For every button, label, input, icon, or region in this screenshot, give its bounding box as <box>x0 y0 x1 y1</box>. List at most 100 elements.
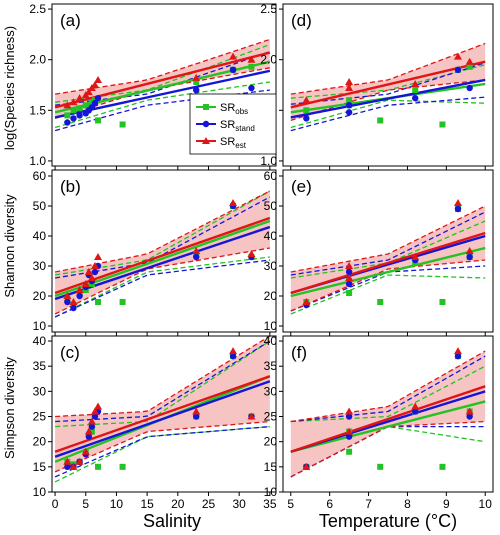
point-stand-a <box>229 66 237 74</box>
x-tick-label-f: 9 <box>443 497 450 511</box>
point-obs-a <box>119 121 126 128</box>
point-est-f <box>411 402 420 410</box>
ci-curve-obs-d <box>290 64 486 99</box>
point-stand-a <box>248 84 255 92</box>
plot-frame-b <box>51 169 277 333</box>
ci-curve-obs-f <box>290 365 486 423</box>
point-obs-a <box>193 78 200 85</box>
point-est-a <box>229 52 238 60</box>
panel-f: 10 15 20 25 30 35 40 5 6 7 8 9 10 (f) <box>264 334 494 511</box>
x-tick-label-f: 8 <box>404 497 411 511</box>
y-tick-label-c: 25 <box>33 410 47 424</box>
legend-item-stand: SRstand <box>196 119 255 133</box>
point-est-f <box>302 462 311 470</box>
point-est-a <box>90 81 99 88</box>
point-est-d <box>345 77 354 85</box>
point-est-c <box>229 347 238 355</box>
point-est-e <box>345 262 354 269</box>
point-stand-f <box>454 352 462 360</box>
y-axis-label-simpson: Simpson diversity <box>2 357 17 459</box>
fit-line-est-c <box>54 375 271 453</box>
ci-curve-est-a <box>54 67 271 120</box>
point-est-a <box>84 88 93 96</box>
point-obs-d <box>377 117 384 124</box>
panel-e: 10 20 30 40 50 60 (e) <box>264 169 494 336</box>
point-stand-c <box>85 433 93 440</box>
y-tick-label-d: 2.0 <box>260 53 277 67</box>
legend-item-obs: SRobs <box>196 102 248 116</box>
y-tick-label-d: 2.5 <box>260 2 277 16</box>
fit-line-obs-f <box>290 400 486 453</box>
point-stand-c <box>88 423 96 430</box>
point-est-f <box>345 427 354 435</box>
point-stand-a <box>91 100 99 107</box>
fit-line-est-d <box>290 60 486 109</box>
confidence-band-d <box>290 43 486 121</box>
ci-curve-stand-e <box>290 211 486 276</box>
plot-frame-f <box>282 335 494 493</box>
ci-curve-est-b <box>54 190 271 273</box>
y-tick-label-e: 60 <box>264 169 278 183</box>
y-tick-label-c: 40 <box>33 334 47 348</box>
y-tick-label-f: 10 <box>264 485 278 499</box>
x-tick-label-c: 10 <box>110 497 124 511</box>
point-est-e <box>411 253 420 260</box>
y-tick-label-b: 40 <box>33 229 47 243</box>
legend-label-est: SRest <box>220 136 247 150</box>
point-obs-c <box>119 463 126 470</box>
y-tick-label-e: 20 <box>264 289 278 303</box>
y-tick-label-a: 2.0 <box>29 53 46 67</box>
point-obs-a <box>64 112 71 119</box>
y-tick-label-e: 10 <box>264 319 278 333</box>
y-axis-label-species-richness: log(Species richness) <box>2 26 17 150</box>
ci-curve-obs-d <box>290 99 486 129</box>
plot-frame-a <box>51 3 277 167</box>
point-est-c <box>81 447 90 455</box>
point-obs-d <box>346 97 353 104</box>
point-est-e <box>465 247 474 254</box>
point-est-f <box>345 407 354 415</box>
point-stand-f <box>466 413 473 420</box>
legend-label-stand: SRstand <box>220 119 255 133</box>
y-tick-label-c: 20 <box>33 435 47 449</box>
panel-label-a: (a) <box>60 11 81 30</box>
y-tick-label-a: 1.5 <box>29 103 46 117</box>
point-obs-f <box>346 448 353 455</box>
point-obs-b <box>95 299 102 305</box>
fit-line-est-b <box>54 216 271 295</box>
ci-curve-est-c <box>54 420 270 473</box>
point-est-b <box>247 250 256 257</box>
point-obs-a <box>248 63 255 70</box>
point-est-a <box>69 98 78 106</box>
point-stand-e <box>466 253 473 261</box>
point-est-b <box>81 280 90 287</box>
legend-item-est: SRest <box>196 136 247 150</box>
point-est-a <box>63 101 72 109</box>
y-tick-label-f: 30 <box>264 384 278 398</box>
point-obs-c <box>88 428 95 435</box>
x-tick-label-c: 5 <box>82 497 89 511</box>
point-est-e <box>454 199 462 206</box>
ci-curve-est-f <box>290 350 486 423</box>
point-est-c <box>87 417 96 425</box>
point-stand-b <box>64 298 71 306</box>
point-stand-b <box>76 292 83 300</box>
point-stand-d <box>345 109 353 116</box>
point-est-a <box>75 94 84 102</box>
point-est-b <box>63 292 72 299</box>
x-tick-label-c: 35 <box>263 497 277 511</box>
legend-marker-obs <box>203 104 209 110</box>
point-est-d <box>465 57 474 65</box>
legend: SRobs SRstand SRest <box>189 93 277 155</box>
point-obs-b <box>119 299 126 305</box>
panel-label-d: (d) <box>291 11 312 30</box>
panel-label-e: (e) <box>291 177 312 196</box>
fit-line-stand-c <box>54 380 271 458</box>
ci-curve-stand-b <box>54 259 270 318</box>
point-est-e <box>345 274 354 281</box>
y-tick-label-b: 20 <box>33 289 47 303</box>
confidence-band-e <box>290 206 486 311</box>
x-tick-label-f: 7 <box>365 497 372 511</box>
x-tick-label-f: 5 <box>287 497 294 511</box>
legend-marker-stand <box>202 120 210 128</box>
